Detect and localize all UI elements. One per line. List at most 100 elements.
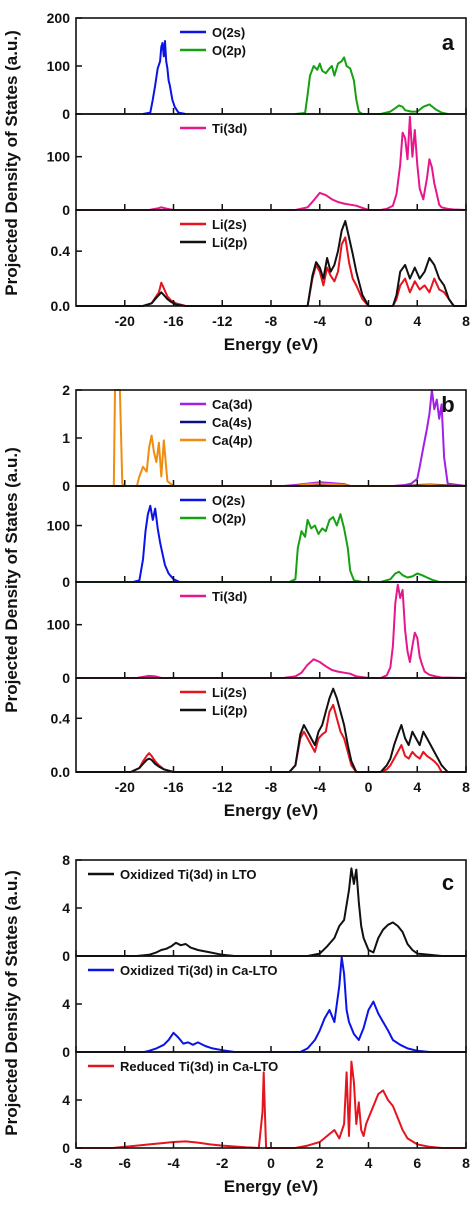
x-tick-label: -4 bbox=[314, 779, 327, 795]
x-axis-title: Energy (eV) bbox=[224, 801, 318, 820]
x-tick-label: -12 bbox=[212, 779, 232, 795]
x-axis-title: Energy (eV) bbox=[224, 1177, 318, 1196]
y-tick-label: 200 bbox=[47, 10, 71, 26]
y-tick-label: 100 bbox=[47, 617, 71, 633]
legend-label: O(2s) bbox=[212, 25, 245, 40]
y-tick-label: 0 bbox=[62, 948, 70, 964]
y-tick-label: 0 bbox=[62, 670, 70, 686]
panel-letter: b bbox=[441, 392, 454, 417]
x-tick-label: -20 bbox=[115, 313, 135, 329]
series-line-o-2s- bbox=[76, 504, 466, 583]
y-tick-label: 100 bbox=[47, 58, 71, 74]
y-tick-label: 0.4 bbox=[51, 243, 71, 259]
x-tick-label: 2 bbox=[316, 1155, 324, 1171]
series-line-li-2p- bbox=[76, 687, 466, 773]
panel-letter: a bbox=[442, 30, 455, 55]
subplot-b-3: 0 100 Ti(3d) bbox=[47, 581, 467, 686]
y-axis-title: Projected Density of States (a.u.) bbox=[2, 30, 21, 295]
legend-label: O(2p) bbox=[212, 43, 246, 58]
series-line-o-2s- bbox=[142, 40, 186, 115]
panel-c: 0 4 8 Oxidized Ti(3d) in LTO 0 4 Oxidized Ti(3… bbox=[2, 852, 470, 1196]
x-tick-label: 8 bbox=[462, 1155, 470, 1171]
x-tick-label: -4 bbox=[314, 313, 327, 329]
x-tick-label: -12 bbox=[212, 313, 232, 329]
y-tick-label: 100 bbox=[47, 149, 71, 165]
y-tick-label: 8 bbox=[62, 852, 70, 868]
legend-label: Reduced Ti(3d) in Ca-LTO bbox=[120, 1059, 278, 1074]
legend-label: O(2s) bbox=[212, 493, 245, 508]
subplot-frame bbox=[75, 17, 467, 115]
x-tick-label: -20 bbox=[115, 779, 135, 795]
subplot-c-1: 0 4 8 Oxidized Ti(3d) in LTO bbox=[62, 852, 467, 964]
subplot-frame bbox=[75, 581, 467, 679]
x-tick-label: 0 bbox=[365, 779, 373, 795]
y-tick-label: 1 bbox=[62, 430, 70, 446]
y-tick-label: 4 bbox=[62, 996, 70, 1012]
series-line-ca-3d- bbox=[76, 389, 467, 487]
y-tick-label: 0 bbox=[62, 574, 70, 590]
series-line-o-2p- bbox=[295, 56, 448, 115]
legend-label: Li(2s) bbox=[212, 217, 247, 232]
x-tick-label: 4 bbox=[413, 313, 421, 329]
legend-label: Li(2s) bbox=[212, 685, 247, 700]
subplot-frame bbox=[75, 113, 467, 211]
subplot-b-1: 0 1 2 Ca(3d) Ca(4s) Ca(4p) bbox=[62, 382, 467, 494]
panel-b: 0 1 2 Ca(3d) Ca(4s) Ca(4p) 0 100 O(2s) O(2p) 0 100 T… bbox=[2, 382, 470, 820]
subplot-b-4: 0.0 0.4 Li(2s) Li(2p) bbox=[51, 677, 467, 780]
legend-label: Li(2p) bbox=[212, 703, 247, 718]
y-tick-label: 100 bbox=[47, 518, 71, 534]
panel-letter: c bbox=[442, 870, 454, 895]
series-line-ca-4p- bbox=[76, 389, 467, 487]
panel-a: 0 100 200 O(2s) O(2p) 0 100 Ti(3d) 0.0 0.4 Li(2s) L… bbox=[2, 10, 470, 354]
x-tick-label: -16 bbox=[163, 313, 183, 329]
legend-label: Li(2p) bbox=[212, 235, 247, 250]
y-tick-label: 0.0 bbox=[51, 298, 71, 314]
y-tick-label: 0 bbox=[62, 1140, 70, 1156]
y-axis-title: Projected Density of States (a.u.) bbox=[2, 870, 21, 1135]
series-line-ti-3d- bbox=[76, 583, 467, 679]
x-tick-label: 4 bbox=[365, 1155, 373, 1171]
subplot-a-1: 0 100 200 O(2s) O(2p) bbox=[47, 10, 467, 122]
x-tick-label: 4 bbox=[413, 779, 421, 795]
series-line-oxidized-ti-3d-in-ca-lto bbox=[76, 956, 466, 1053]
legend-label: O(2p) bbox=[212, 511, 246, 526]
y-tick-label: 0 bbox=[62, 478, 70, 494]
legend-label: Ti(3d) bbox=[212, 589, 247, 604]
subplot-a-3: 0.0 0.4 Li(2s) Li(2p) bbox=[51, 209, 467, 314]
subplot-frame bbox=[75, 485, 467, 583]
x-tick-label: -8 bbox=[265, 779, 278, 795]
subplot-c-2: 0 4 Oxidized Ti(3d) in Ca-LTO bbox=[62, 955, 467, 1060]
x-tick-label: 0 bbox=[365, 313, 373, 329]
y-tick-label: 0.4 bbox=[51, 710, 71, 726]
series-line-reduced-ti-3d-in-ca-lto bbox=[76, 1060, 466, 1149]
subplot-a-2: 0 100 Ti(3d) bbox=[47, 113, 467, 218]
x-tick-label: -2 bbox=[216, 1155, 229, 1171]
subplot-b-2: 0 100 O(2s) O(2p) bbox=[47, 485, 467, 590]
x-tick-label: -6 bbox=[119, 1155, 132, 1171]
x-axis-title: Energy (eV) bbox=[224, 335, 318, 354]
legend-label: Ca(4p) bbox=[212, 433, 252, 448]
legend-label: Oxidized Ti(3d) in LTO bbox=[120, 867, 257, 882]
x-tick-label: -8 bbox=[70, 1155, 83, 1171]
x-tick-label: 0 bbox=[267, 1155, 275, 1171]
y-axis-title: Projected Density of States (a.u.) bbox=[2, 447, 21, 712]
series-line-o-2p- bbox=[76, 513, 466, 583]
x-tick-label: 6 bbox=[413, 1155, 421, 1171]
series-line-li-2s- bbox=[76, 703, 466, 773]
subplot-c-3: 0 4 Reduced Ti(3d) in Ca-LTO bbox=[62, 1051, 467, 1156]
x-tick-label: -16 bbox=[163, 779, 183, 795]
x-tick-label: -8 bbox=[265, 313, 278, 329]
y-tick-label: 0 bbox=[62, 202, 70, 218]
legend-label: Ca(3d) bbox=[212, 397, 252, 412]
series-line-li-2p- bbox=[76, 220, 466, 307]
series-line-li-2s- bbox=[76, 236, 466, 307]
series-line-oxidized-ti-3d-in-lto bbox=[76, 867, 466, 957]
subplot-frame bbox=[75, 209, 467, 307]
legend-label: Ca(4s) bbox=[212, 415, 252, 430]
x-tick-label: 8 bbox=[462, 779, 470, 795]
subplot-frame bbox=[75, 389, 467, 487]
y-tick-label: 2 bbox=[62, 382, 70, 398]
y-tick-label: 0 bbox=[62, 106, 70, 122]
legend-label: Ti(3d) bbox=[212, 121, 247, 136]
